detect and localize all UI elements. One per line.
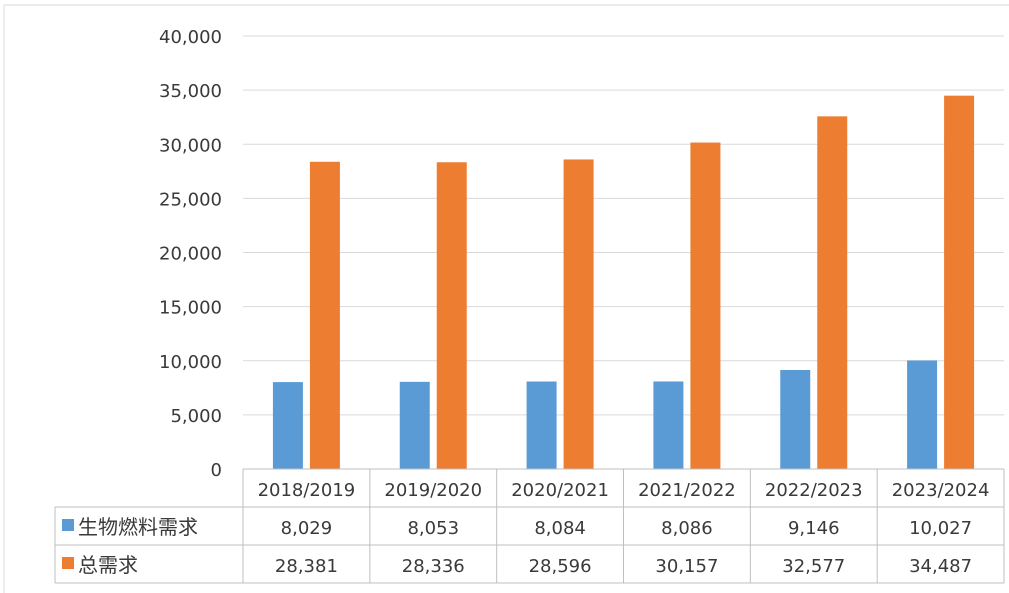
bar-total-demand [309, 161, 340, 469]
x-category-label: 2021/2022 [638, 480, 736, 501]
data-label: 8,029 [281, 518, 333, 539]
bar-total-demand [944, 95, 975, 469]
data-label: 34,487 [909, 556, 972, 577]
gridlines [243, 35, 1004, 416]
data-label: 8,053 [407, 518, 459, 539]
x-category-label: 2023/2024 [892, 480, 990, 501]
legend-label: 总需求 [78, 553, 138, 577]
data-label: 10,027 [909, 518, 972, 539]
bar-biofuel-demand [780, 369, 811, 469]
legend-swatch [62, 519, 74, 531]
data-label: 32,577 [782, 556, 845, 577]
x-category-label: 2020/2021 [511, 480, 609, 501]
legend-swatch [62, 557, 74, 569]
y-tick-label: 0 [211, 460, 222, 481]
data-table: 2018/2019 2019/2020 2020/2021 2021/2022 2022… [54, 468, 1005, 584]
x-category-label: 2019/2020 [384, 480, 482, 501]
bar-biofuel-demand [399, 381, 430, 469]
x-category-label: 2022/2023 [765, 480, 863, 501]
y-tick-label: 30,000 [159, 135, 222, 156]
data-label: 28,381 [275, 556, 338, 577]
bar-total-demand [563, 159, 594, 469]
bar-total-demand [436, 162, 467, 469]
y-tick-label: 25,000 [159, 189, 222, 210]
bar-biofuel-demand [653, 381, 684, 469]
y-tick-label: 15,000 [159, 298, 222, 319]
y-axis-tick-labels: 0 5,000 10,000 15,000 20,000 25,000 30,000 35,0… [159, 27, 222, 481]
data-label: 8,084 [534, 518, 586, 539]
data-label: 30,157 [655, 556, 718, 577]
data-label: 9,146 [788, 518, 840, 539]
y-tick-label: 40,000 [159, 27, 222, 48]
bar-biofuel-demand [907, 360, 938, 469]
data-label: 28,596 [529, 556, 592, 577]
bars [272, 95, 975, 469]
y-tick-label: 10,000 [159, 352, 222, 373]
data-label: 8,086 [661, 518, 713, 539]
data-label: 28,336 [402, 556, 465, 577]
x-category-label: 2018/2019 [258, 480, 356, 501]
bar-total-demand [817, 116, 848, 469]
y-tick-label: 35,000 [159, 81, 222, 102]
legend-label: 生物燃料需求 [78, 515, 198, 539]
y-tick-label: 20,000 [159, 244, 222, 265]
y-tick-label: 5,000 [170, 406, 222, 427]
bar-biofuel-demand [272, 382, 303, 469]
bar-total-demand [690, 142, 721, 469]
bar-biofuel-demand [526, 381, 557, 469]
